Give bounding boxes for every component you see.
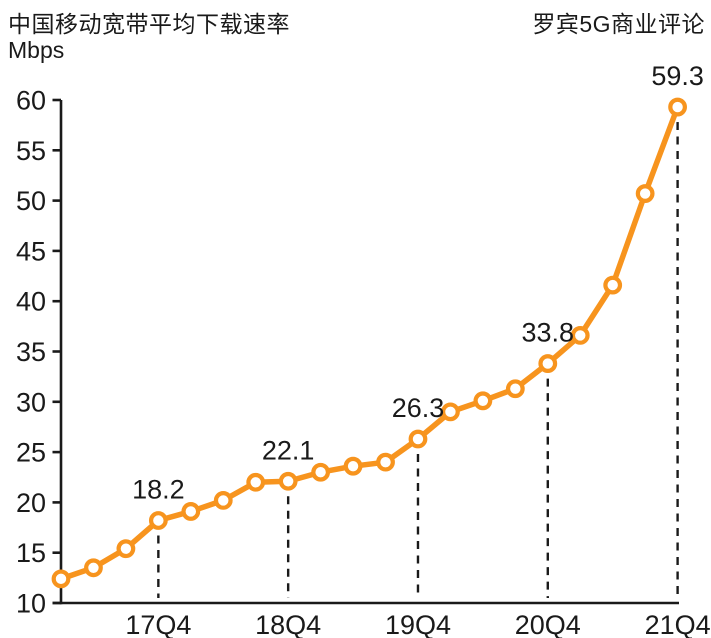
point-annotation: 59.3: [651, 61, 704, 91]
data-point-marker: [246, 472, 266, 492]
data-point-marker: [51, 569, 71, 589]
data-point-marker: [603, 275, 623, 295]
point-annotation: 33.8: [522, 318, 575, 348]
data-point-marker: [538, 354, 558, 373]
data-point-marker: [181, 502, 201, 521]
y-tick-label: 35: [16, 337, 46, 367]
x-tick-label: 17Q4: [125, 610, 191, 638]
point-annotation: 26.3: [392, 393, 445, 423]
data-point-marker: [213, 490, 233, 510]
x-tick-label: 20Q4: [515, 610, 581, 638]
y-axis-unit-label: Mbps: [8, 37, 65, 63]
data-point-marker: [570, 326, 590, 345]
data-point-marker: [84, 558, 103, 578]
y-tick-label: 15: [16, 538, 46, 568]
y-tick-label: 25: [16, 438, 46, 468]
x-tick-label: 19Q4: [385, 610, 451, 638]
data-point-marker: [311, 462, 331, 482]
data-point-marker: [408, 429, 428, 449]
data-point-marker: [441, 402, 460, 422]
data-point-marker: [473, 391, 493, 411]
source-label: 罗宾5G商业评论: [532, 11, 705, 37]
y-tick-label: 60: [16, 86, 46, 116]
x-tick-label: 21Q4: [645, 610, 711, 638]
data-point-marker: [116, 539, 136, 559]
y-tick-label: 30: [16, 387, 46, 417]
data-point-marker: [376, 452, 395, 472]
x-tick-label: 18Q4: [255, 610, 321, 638]
y-tick-label: 20: [16, 488, 46, 518]
data-point-marker: [668, 97, 687, 117]
chart-title: 中国移动宽带平均下载速率: [8, 11, 290, 37]
data-point-marker: [505, 379, 525, 399]
y-tick-label: 40: [16, 287, 46, 317]
point-annotation: 18.2: [132, 475, 185, 505]
data-point-marker: [148, 511, 168, 530]
data-point-marker: [343, 456, 363, 476]
y-tick-label: 10: [16, 589, 46, 619]
y-tick-label: 55: [16, 136, 46, 166]
data-point-marker: [635, 184, 655, 203]
data-point-marker: [278, 471, 298, 491]
point-annotation: 22.1: [262, 435, 315, 465]
y-tick-label: 50: [16, 186, 46, 216]
y-tick-label: 45: [16, 236, 46, 266]
